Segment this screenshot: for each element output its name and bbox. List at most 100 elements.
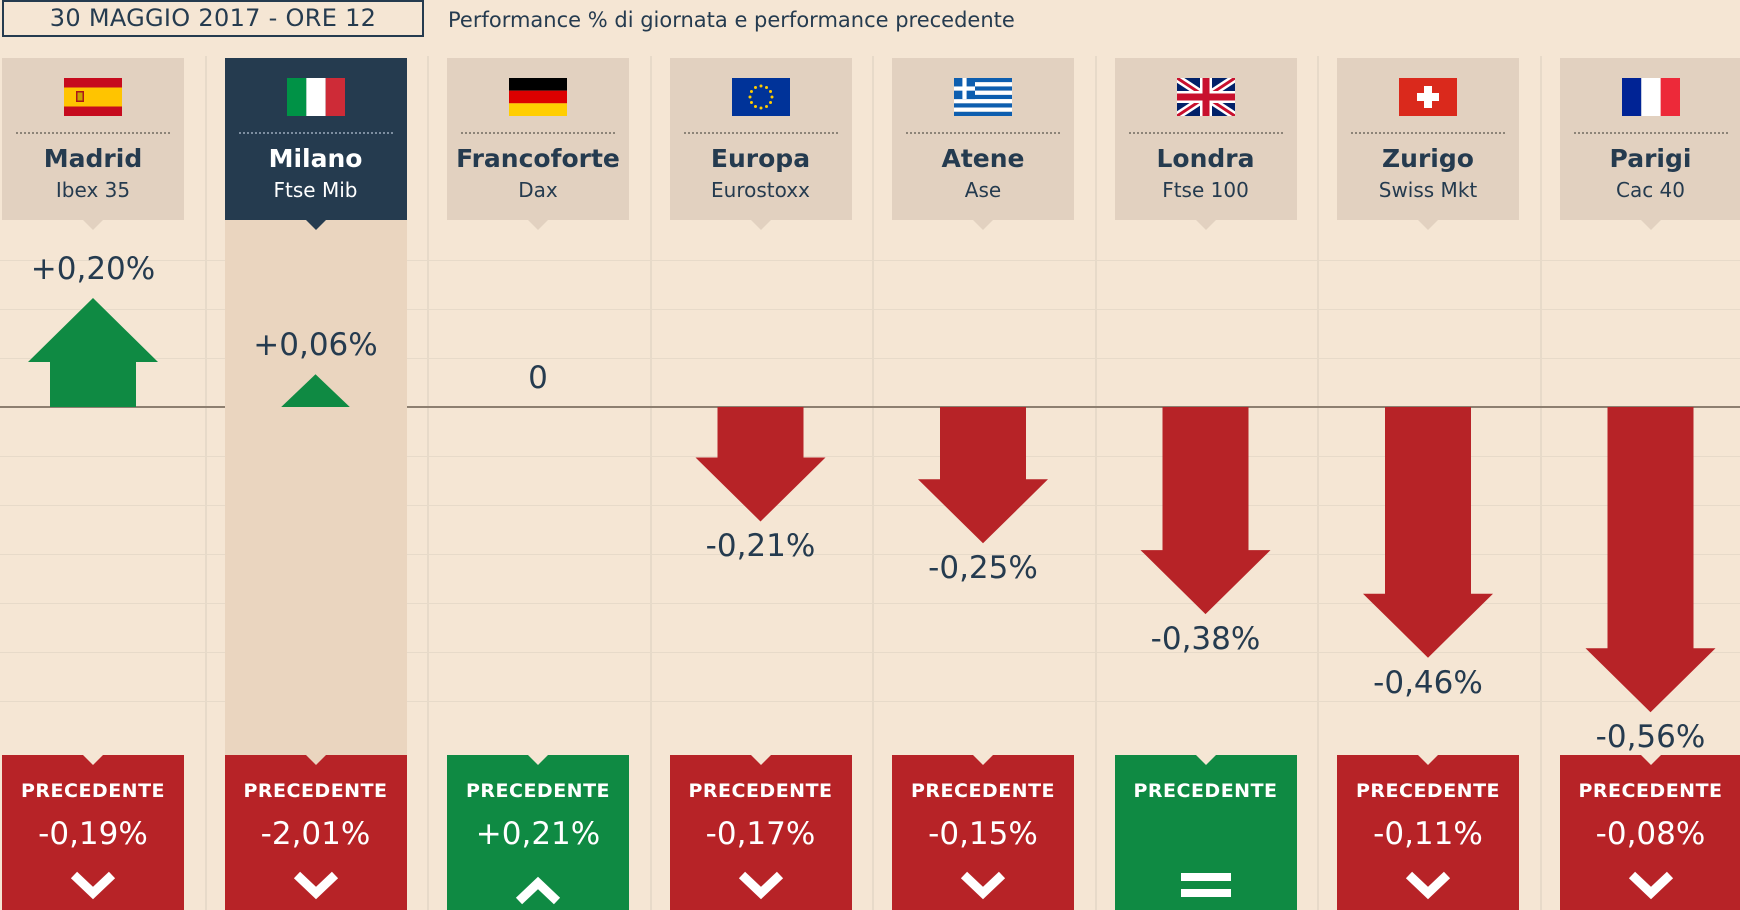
- card-pointer: [305, 220, 326, 230]
- previous-box-milano: PRECEDENTE -2,01%: [224, 755, 407, 910]
- previous-value: -0,17%: [705, 816, 816, 852]
- card-pointer: [973, 220, 993, 230]
- greece-flag-icon: [954, 78, 1012, 116]
- arrow-down-mark: [1585, 407, 1716, 713]
- market-index: Ftse Mib: [273, 178, 358, 202]
- box-notch: [973, 755, 993, 765]
- chevron-down-icon: [1405, 871, 1451, 900]
- grid-vline: [1094, 56, 1097, 910]
- market-index: Ftse 100: [1162, 178, 1249, 202]
- box-notch: [1640, 755, 1661, 765]
- previous-box-londra: PRECEDENTE: [1114, 755, 1297, 910]
- previous-value: -0,19%: [38, 816, 148, 852]
- previous-box-parigi: PRECEDENTE -0,08%: [1559, 755, 1740, 910]
- arrow-down-mark: [695, 407, 826, 522]
- market-city: Milano: [268, 144, 363, 173]
- box-notch: [305, 755, 326, 765]
- arrow-down-mark: [1140, 407, 1271, 615]
- box-notch: [1418, 755, 1438, 765]
- grid-hline: [0, 652, 1740, 653]
- card-divider: [461, 132, 615, 134]
- market-card-francoforte: Francoforte Dax: [447, 58, 629, 230]
- market-city: Francoforte: [456, 144, 620, 173]
- grid-hline: [0, 505, 1740, 506]
- switzerland-flag-icon: [1399, 78, 1457, 116]
- date-title: 30 MAGGIO 2017 - ORE 12: [2, 0, 424, 37]
- value-label: -0,46%: [1373, 664, 1483, 701]
- previous-value: +0,21%: [475, 816, 601, 852]
- grid-vline: [649, 56, 652, 910]
- previous-label: PRECEDENTE: [910, 780, 1056, 802]
- chart-subtitle: Performance % di giornata e performance …: [448, 8, 1015, 32]
- previous-value: -0,15%: [928, 816, 1038, 852]
- market-index: Ibex 35: [55, 178, 131, 202]
- card-divider: [906, 132, 1060, 134]
- value-label: -0,56%: [1595, 719, 1706, 756]
- previous-label: PRECEDENTE: [243, 780, 388, 802]
- previous-value: -0,11%: [1373, 816, 1483, 852]
- previous-box-madrid: PRECEDENTE -0,19%: [2, 755, 184, 910]
- market-index: Ase: [964, 178, 1002, 202]
- value-label: 0: [528, 360, 548, 396]
- market-card-madrid: Madrid Ibex 35: [2, 58, 184, 230]
- card-divider: [1128, 132, 1283, 134]
- market-index: Swiss Mkt: [1378, 178, 1478, 202]
- previous-label: PRECEDENTE: [20, 780, 166, 802]
- arrow-up-mark: [281, 374, 350, 407]
- market-city: Zurigo: [1382, 144, 1474, 173]
- card-divider: [16, 132, 170, 134]
- italy-flag-icon: [286, 78, 345, 116]
- spain-flag-icon: [64, 78, 122, 116]
- market-card-londra: Londra Ftse 100: [1114, 58, 1297, 230]
- box-notch: [1195, 755, 1216, 765]
- grid-vline: [204, 56, 207, 910]
- value-label: +0,06%: [253, 327, 378, 364]
- market-city: Parigi: [1609, 144, 1692, 173]
- market-city: Europa: [710, 144, 811, 173]
- market-city: Atene: [941, 144, 1025, 173]
- previous-box-francoforte: PRECEDENTE +0,21%: [447, 755, 629, 910]
- arrow-down-mark: [918, 407, 1048, 544]
- chevron-down-icon: [1628, 871, 1673, 900]
- value-label: -0,21%: [705, 528, 816, 565]
- card-pointer: [750, 220, 771, 230]
- card-pointer: [83, 220, 103, 230]
- market-city: Londra: [1156, 144, 1255, 173]
- grid-vline: [1539, 56, 1542, 910]
- grid-hline: [0, 701, 1740, 702]
- previous-box-zurigo: PRECEDENTE -0,11%: [1337, 755, 1519, 910]
- value-label: -0,25%: [928, 550, 1038, 587]
- market-card-milano: Milano Ftse Mib: [224, 58, 407, 230]
- arrow-up-mark: [28, 298, 158, 407]
- grid-hline: [0, 603, 1740, 604]
- card-divider: [238, 132, 393, 134]
- chevron-down-icon: [960, 871, 1006, 900]
- eu-flag-icon: [731, 78, 790, 116]
- grid-hline: [0, 456, 1740, 457]
- chevron-down-icon: [738, 871, 783, 900]
- grid-hline: [0, 309, 1740, 310]
- chevron-down-icon: [70, 871, 116, 900]
- previous-label: PRECEDENTE: [1355, 780, 1501, 802]
- previous-box-europa: PRECEDENTE -0,17%: [669, 755, 852, 910]
- market-card-atene: Atene Ase: [892, 58, 1074, 230]
- grid-hline: [0, 260, 1740, 261]
- france-flag-icon: [1621, 78, 1680, 116]
- card-pointer: [1640, 220, 1661, 230]
- value-label: +0,20%: [30, 251, 156, 287]
- market-card-europa: Europa Eurostoxx: [669, 58, 852, 230]
- previous-label: PRECEDENTE: [1578, 780, 1723, 802]
- card-divider: [1573, 132, 1728, 134]
- market-card-parigi: Parigi Cac 40: [1559, 58, 1740, 230]
- equal-icon: [1180, 873, 1231, 897]
- chevron-down-icon: [293, 871, 338, 900]
- box-notch: [750, 755, 771, 765]
- previous-value: -2,01%: [260, 816, 371, 852]
- card-divider: [683, 132, 838, 134]
- previous-box-atene: PRECEDENTE -0,15%: [892, 755, 1074, 910]
- market-index: Eurostoxx: [711, 178, 810, 202]
- card-pointer: [528, 220, 548, 230]
- grid-vline: [1317, 56, 1319, 910]
